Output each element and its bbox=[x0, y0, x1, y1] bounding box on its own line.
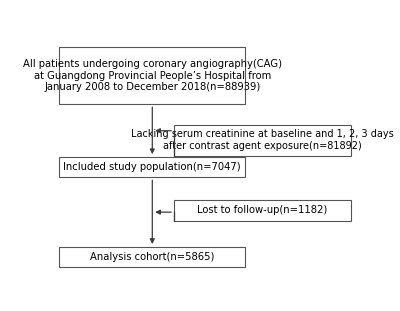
FancyBboxPatch shape bbox=[59, 157, 245, 177]
Text: Included study population(n=7047): Included study population(n=7047) bbox=[64, 162, 241, 172]
FancyBboxPatch shape bbox=[174, 200, 351, 220]
FancyBboxPatch shape bbox=[59, 247, 245, 267]
FancyBboxPatch shape bbox=[59, 47, 245, 104]
Text: All patients undergoing coronary angiography(CAG)
at Guangdong Provincial People: All patients undergoing coronary angiogr… bbox=[23, 59, 282, 92]
Text: Lost to follow-up(n=1182): Lost to follow-up(n=1182) bbox=[197, 205, 328, 215]
FancyBboxPatch shape bbox=[174, 125, 351, 156]
Text: Lacking serum creatinine at baseline and 1, 2, 3 days
after contrast agent expos: Lacking serum creatinine at baseline and… bbox=[131, 129, 394, 151]
Text: Analysis cohort(n=5865): Analysis cohort(n=5865) bbox=[90, 252, 214, 262]
